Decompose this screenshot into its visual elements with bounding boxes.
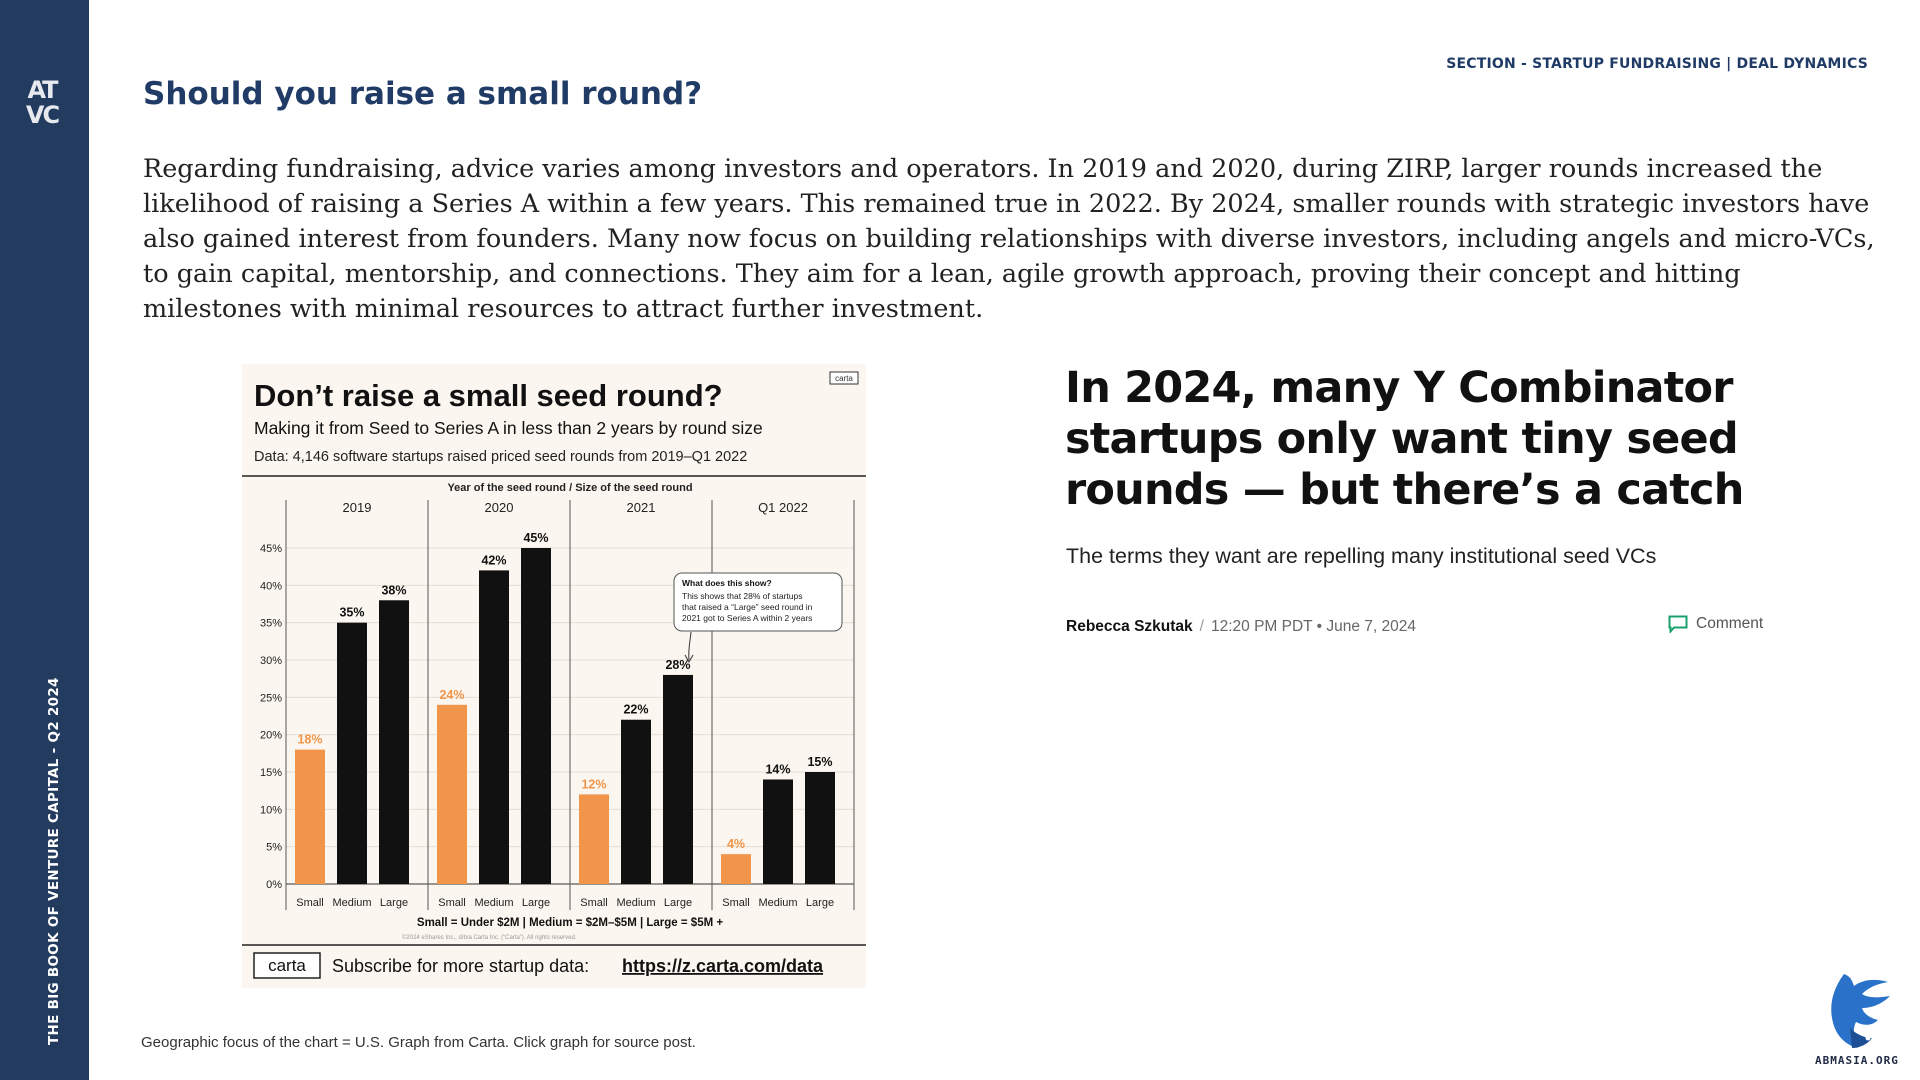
bird-logo[interactable]: [1810, 968, 1918, 1068]
footer-text: Subscribe for more startup data:: [332, 956, 589, 976]
book-title-vertical: THE BIG BOOK OF VENTURE CAPITAL - Q2 202…: [46, 677, 62, 1045]
y-tick-label: 45%: [260, 543, 282, 555]
callout-box: [673, 572, 843, 632]
byline-separator: /: [1199, 618, 1204, 635]
x-category-label: Small: [296, 897, 324, 909]
chart-subtitle: Making it from Seed to Series A in less …: [254, 418, 763, 438]
bar-value-label: 14%: [765, 762, 790, 776]
bar: [379, 600, 409, 884]
chart-svg: carta Don’t raise a small seed round? Ma…: [242, 371, 866, 979]
bar: [479, 570, 509, 884]
x-category-label: Medium: [758, 897, 797, 909]
article-headline[interactable]: In 2024, many Y Combinator startups only…: [1065, 363, 1744, 515]
page-title: Should you raise a small round?: [143, 76, 703, 112]
comment-label: Comment: [1696, 615, 1764, 632]
bar-value-label: 24%: [439, 688, 464, 702]
byline: Rebecca Szkutak / 12:20 PM PDT • June 7, 2…: [1066, 618, 1416, 636]
atvc-logo-mark: AT VC: [26, 76, 62, 129]
timestamp: 12:20 PM PDT • June 7, 2024: [1210, 618, 1417, 635]
atvc-logo[interactable]: AT VC: [22, 76, 62, 129]
callout-title: What does this show?: [682, 578, 772, 588]
footnote: Geographic focus of the chart = U.S. Gra…: [141, 1034, 696, 1051]
y-tick-label: 0%: [266, 879, 282, 891]
brand-tag: carta: [835, 374, 853, 383]
callout-line-3: 2021 got to Series A within 2 years: [682, 613, 812, 623]
bar-value-label: 22%: [623, 703, 648, 717]
x-category-label: Small: [722, 897, 750, 909]
y-tick-label: 5%: [266, 842, 282, 854]
footer-brand: carta: [268, 956, 306, 975]
bar: [337, 622, 367, 884]
callout-line-1: This shows that 28% of startups: [682, 591, 802, 601]
bar: [663, 674, 693, 884]
bar: [521, 548, 551, 884]
x-category-label: Small: [580, 897, 608, 909]
x-category-label: Large: [664, 897, 692, 909]
x-category-label: Large: [806, 897, 834, 909]
bar: [437, 704, 467, 884]
x-category-label: Medium: [474, 897, 513, 909]
bar-value-label: 4%: [727, 837, 745, 851]
y-tick-label: 10%: [260, 804, 282, 816]
carta-chart-image[interactable]: carta Don’t raise a small seed round? Ma…: [242, 364, 866, 988]
svg-text:AT: AT: [27, 76, 59, 104]
bar: [621, 719, 651, 884]
y-tick-label: 25%: [260, 692, 282, 704]
x-category-label: Large: [522, 897, 550, 909]
group-label: Q1 2022: [758, 500, 808, 515]
bar-value-label: 12%: [581, 777, 606, 791]
brand-tag-box: [829, 371, 859, 385]
bird-logo-caption: ABMASIA.ORG: [1815, 1054, 1899, 1067]
callout-arrow: [688, 631, 692, 661]
group-header: Year of the seed round / Size of the see…: [447, 482, 692, 494]
section-label: SECTION - STARTUP FUNDRAISING | DEAL DYN…: [1446, 56, 1868, 72]
bar-value-label: 18%: [297, 733, 322, 747]
comment-icon: [1668, 615, 1688, 633]
y-tick-label: 20%: [260, 730, 282, 742]
svg-text:VC: VC: [26, 101, 60, 128]
comment-button[interactable]: Comment: [1668, 615, 1763, 633]
callout-arrowhead: [684, 654, 694, 664]
bar: [295, 749, 325, 884]
callout: What does this show? This shows that 28%…: [673, 572, 843, 664]
chart-data-note: Data: 4,146 software startups raised pri…: [254, 449, 747, 465]
group-label: 2020: [485, 500, 514, 515]
x-category-label: Small: [438, 897, 466, 909]
bar: [579, 794, 609, 884]
body-paragraph: Regarding fundraising, advice varies amo…: [143, 154, 1875, 324]
footer-link[interactable]: https://z.carta.com/data: [622, 956, 824, 976]
y-tick-label: 40%: [260, 580, 282, 592]
bar-value-label: 28%: [665, 658, 690, 672]
y-tick-label: 35%: [260, 618, 282, 630]
bar: [763, 779, 793, 884]
y-tick-label: 15%: [260, 767, 282, 779]
bird-icon: [1831, 974, 1890, 1048]
sidebar: AT VC THE BIG BOOK OF VENTURE CAPITAL - …: [0, 0, 89, 1080]
bar: [805, 772, 835, 884]
footer-brand-box: [253, 952, 321, 979]
bar-value-label: 15%: [807, 755, 832, 769]
bar-value-label: 45%: [523, 531, 548, 545]
callout-line-2: that raised a “Large” seed round in: [682, 602, 813, 612]
bar-value-label: 35%: [339, 606, 364, 620]
bar: [721, 854, 751, 884]
x-category-label: Medium: [616, 897, 655, 909]
article-dek: The terms they want are repelling many i…: [1066, 544, 1657, 568]
bar-value-label: 42%: [481, 553, 506, 567]
size-legend-note: Small = Under $2M | Medium = $2M–$5M | L…: [417, 917, 723, 929]
x-category-label: Large: [380, 897, 408, 909]
chart-title: Don’t raise a small seed round?: [254, 378, 723, 413]
group-label: 2021: [627, 500, 656, 515]
bar-value-label: 38%: [381, 583, 406, 597]
author-name[interactable]: Rebecca Szkutak: [1066, 618, 1193, 635]
y-tick-label: 30%: [260, 655, 282, 667]
x-category-label: Medium: [332, 897, 371, 909]
copyright-note: ©2024 eShares Inc., d/b/a Carta Inc. (“C…: [402, 934, 577, 941]
bars-layer: 18% Small 35% Medium 38% Large 24% Small 42% Medi…: [295, 531, 835, 909]
group-label: 2019: [343, 500, 372, 515]
